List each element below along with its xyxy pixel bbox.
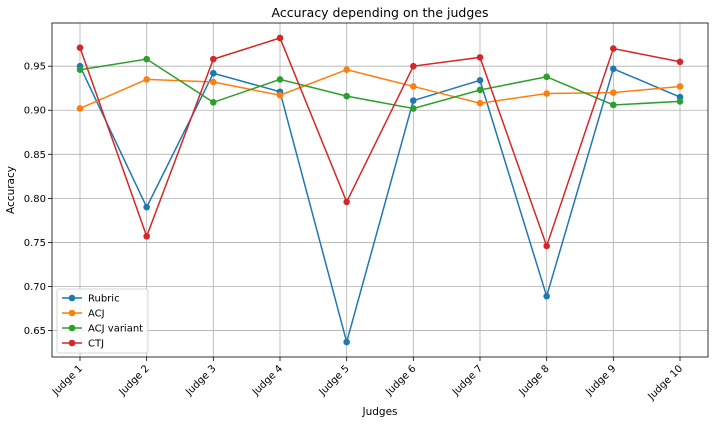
- data-point: [676, 58, 684, 66]
- legend-label: ACJ: [88, 309, 105, 320]
- data-point: [143, 76, 150, 83]
- plot-frame: [51, 22, 709, 358]
- grid: [52, 23, 708, 357]
- series: [76, 34, 684, 346]
- legend-marker: [68, 339, 76, 347]
- legend-item: ACJ variant: [62, 324, 143, 335]
- data-point: [543, 242, 550, 250]
- data-point: [410, 62, 417, 70]
- data-point: [543, 90, 550, 97]
- x-tick-label: Judge 3: [183, 363, 218, 398]
- data-point: [76, 44, 84, 51]
- x-tick-label: Judge 8: [517, 363, 552, 398]
- series-ctj: [76, 34, 684, 250]
- data-point: [210, 78, 217, 86]
- data-point: [343, 338, 350, 346]
- data-point: [76, 105, 84, 112]
- data-point: [143, 232, 150, 240]
- y-axis-label: Accuracy: [5, 166, 17, 214]
- x-tick-label: Judge 9: [583, 363, 618, 398]
- data-point: [610, 45, 617, 52]
- data-point: [410, 97, 417, 104]
- legend-marker: [68, 309, 76, 317]
- y-tick-label: 0.80: [24, 194, 46, 205]
- y-tick-label: 0.70: [24, 282, 46, 293]
- series-acj-variant: [76, 55, 684, 112]
- series-line: [79, 58, 681, 110]
- data-point: [476, 86, 484, 94]
- series-line: [79, 65, 681, 345]
- data-point: [410, 83, 417, 90]
- x-tick-label: Judge 6: [383, 363, 418, 398]
- data-point: [543, 292, 550, 300]
- data-point: [143, 203, 150, 211]
- x-tick-label: Judge 7: [450, 363, 485, 398]
- data-point: [610, 101, 617, 109]
- data-point: [276, 34, 284, 42]
- y-tick-label: 0.85: [24, 150, 46, 161]
- data-point: [343, 92, 350, 100]
- x-tick-label: Judge 4: [250, 363, 285, 398]
- data-point: [210, 69, 217, 77]
- data-point: [210, 55, 217, 63]
- data-point: [343, 198, 350, 206]
- y-tick-label: 0.75: [24, 238, 46, 249]
- data-point: [610, 89, 617, 96]
- data-point: [676, 98, 684, 105]
- y-tick-label: 0.95: [24, 62, 46, 73]
- legend-item: CTJ: [62, 339, 104, 350]
- data-point: [143, 55, 150, 63]
- x-tick-label: Judge 1: [50, 363, 85, 398]
- legend-item: ACJ: [62, 309, 105, 320]
- data-point: [276, 76, 284, 83]
- legend-marker: [68, 324, 76, 332]
- x-tick-label: Judge 2: [117, 363, 152, 398]
- x-tick-label: Judge 5: [317, 363, 352, 398]
- data-point: [476, 76, 484, 84]
- data-point: [476, 99, 484, 107]
- data-point: [76, 66, 84, 74]
- legend: Rubric ACJ ACJ variant CTJ: [56, 288, 149, 354]
- legend-label: CTJ: [88, 339, 104, 350]
- data-point: [676, 83, 684, 90]
- series-rubric: [76, 62, 684, 346]
- legend-label: Rubric: [88, 294, 120, 305]
- chart-title: Accuracy depending on the judges: [272, 5, 489, 20]
- y-tick-label: 0.65: [24, 326, 46, 337]
- data-point: [276, 91, 284, 99]
- legend-box: [56, 288, 149, 354]
- legend-label: ACJ variant: [88, 324, 143, 335]
- data-point: [610, 65, 617, 73]
- data-point: [210, 99, 217, 106]
- legend-item: Rubric: [62, 294, 120, 305]
- data-point: [476, 54, 484, 61]
- y-tick-label: 0.90: [24, 106, 46, 117]
- x-tick-label: Judge 10: [645, 363, 685, 403]
- data-point: [343, 66, 350, 74]
- legend-marker: [68, 294, 76, 302]
- x-axis-label: Judges: [361, 406, 397, 418]
- series-acj: [76, 66, 684, 112]
- data-point: [410, 105, 417, 112]
- series-line: [79, 37, 681, 249]
- data-point: [543, 73, 550, 81]
